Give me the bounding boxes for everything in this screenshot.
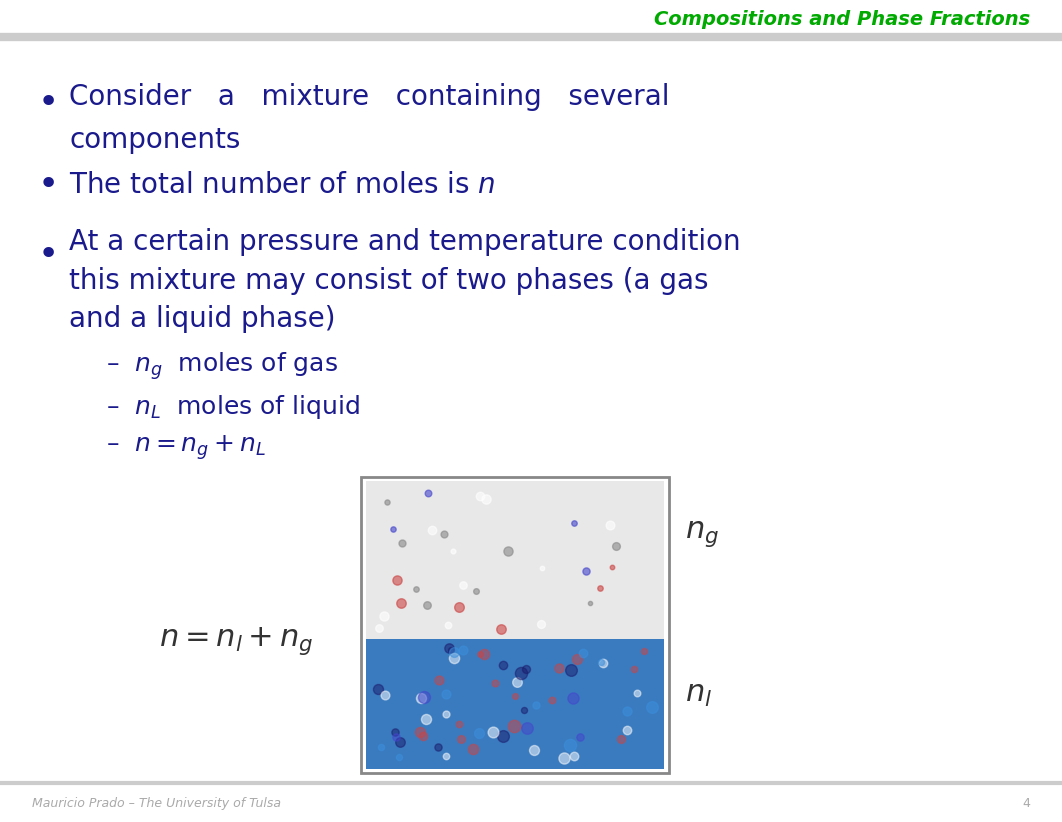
Text: The total number of moles is $n$: The total number of moles is $n$ bbox=[69, 171, 495, 199]
Text: and a liquid phase): and a liquid phase) bbox=[69, 305, 336, 333]
Text: Compositions and Phase Fractions: Compositions and Phase Fractions bbox=[654, 10, 1030, 29]
Bar bbox=[366, 640, 664, 769]
Text: this mixture may consist of two phases (a gas: this mixture may consist of two phases (… bbox=[69, 267, 708, 295]
Text: –  $n = n_g + n_L$: – $n = n_g + n_L$ bbox=[106, 434, 266, 462]
Text: $n_g$: $n_g$ bbox=[685, 520, 719, 549]
Bar bbox=[366, 481, 664, 640]
Bar bbox=[361, 477, 669, 773]
Text: components: components bbox=[69, 126, 240, 154]
Text: •: • bbox=[37, 85, 58, 120]
Text: •: • bbox=[37, 168, 58, 202]
Text: –  $n_L$  moles of liquid: – $n_L$ moles of liquid bbox=[106, 393, 360, 421]
Text: $n = n_l + n_g$: $n = n_l + n_g$ bbox=[159, 626, 313, 657]
Text: $n_l$: $n_l$ bbox=[685, 680, 713, 709]
Text: 4: 4 bbox=[1023, 797, 1030, 810]
Text: Mauricio Prado – The University of Tulsa: Mauricio Prado – The University of Tulsa bbox=[32, 797, 280, 810]
Text: •: • bbox=[37, 238, 58, 272]
Text: –  $n_g$  moles of gas: – $n_g$ moles of gas bbox=[106, 350, 338, 381]
Text: Consider   a   mixture   containing   several: Consider a mixture containing several bbox=[69, 83, 669, 111]
Text: At a certain pressure and temperature condition: At a certain pressure and temperature co… bbox=[69, 229, 740, 256]
